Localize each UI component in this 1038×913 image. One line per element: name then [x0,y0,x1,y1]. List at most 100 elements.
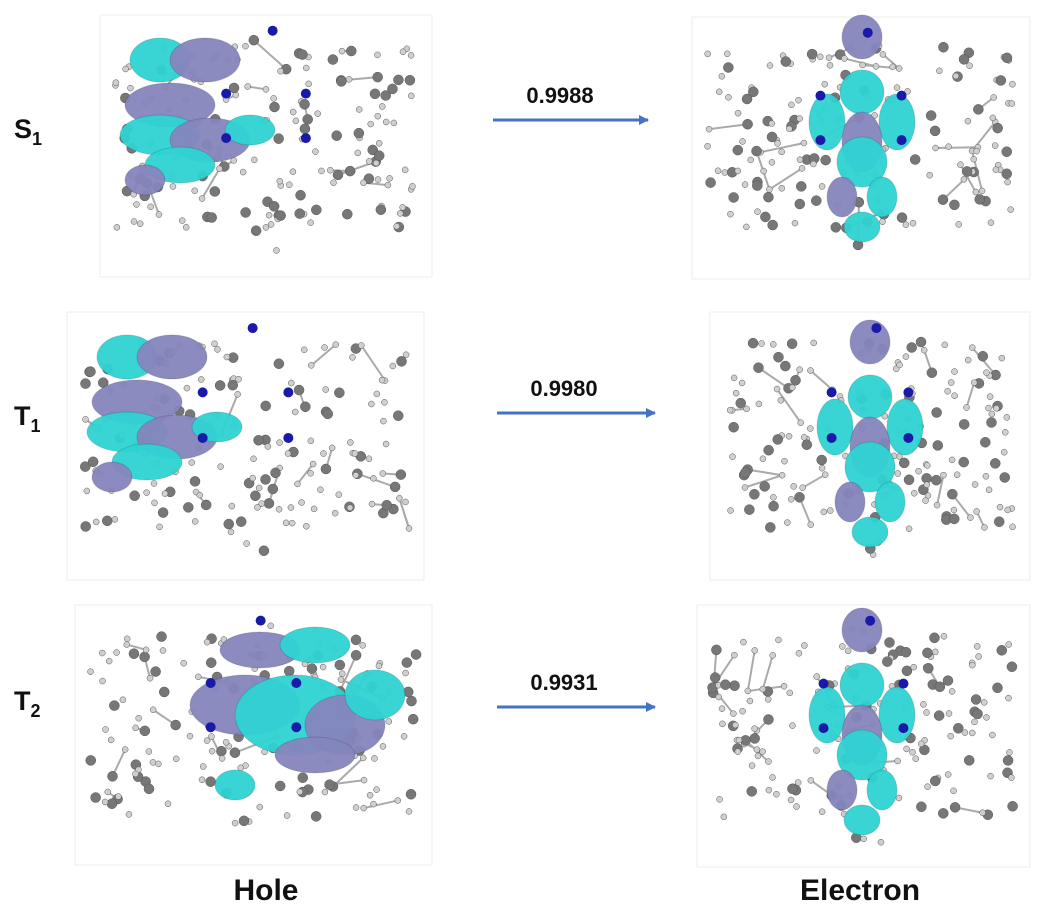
atom [339,671,345,677]
atom [130,491,140,501]
atom [380,418,386,424]
atom [904,475,914,485]
atom [819,809,825,815]
atom [765,696,771,702]
atom [975,194,985,204]
atom [271,468,281,478]
atom [144,490,150,496]
atom [989,411,995,417]
atom [791,375,801,385]
atom [290,169,296,175]
atom [370,89,380,99]
atom [113,80,119,86]
atom [744,406,750,412]
atom [215,380,225,390]
atom [278,68,284,74]
atom [375,177,381,183]
atom [298,773,308,783]
atom [156,212,162,218]
atom [271,95,277,101]
atom [210,186,220,196]
atom [361,777,367,783]
atom [735,168,741,174]
atom [710,673,720,683]
molecule-panel [75,605,432,865]
nitrogen-atom [897,135,907,145]
atom [254,435,264,445]
atom [747,698,753,704]
atom [980,810,986,816]
atom [795,199,805,209]
orbital-lobe [852,517,888,547]
atom [797,116,803,122]
atom [760,686,766,692]
atom [294,385,304,395]
atom [126,811,132,817]
atom [760,212,770,222]
atom [961,176,967,182]
atom [330,180,336,186]
atom [983,714,989,720]
atom [933,145,939,151]
atom [897,213,907,223]
atom [1005,695,1011,701]
orbital-lobe [170,38,240,82]
atom [308,470,314,476]
atom [742,484,748,490]
atom [972,481,978,487]
atom [144,784,154,794]
atom [769,774,775,780]
atom [375,113,381,119]
atom [795,780,801,786]
atom [949,200,959,210]
atom [360,180,366,186]
atom [956,221,962,227]
atom [731,652,737,658]
atom [129,649,139,659]
atom [411,650,421,660]
state-subscript: 2 [31,701,41,721]
atom [1002,53,1012,63]
atom [896,65,902,71]
atom [286,182,292,188]
atom [992,143,998,149]
atom [946,710,952,716]
atom [276,506,282,512]
atom [784,520,790,526]
atom [88,669,94,675]
nitrogen-atom [871,323,881,333]
atom [349,354,355,360]
state-subscript: 1 [31,416,41,436]
atom [811,340,817,346]
atom [941,633,947,639]
atom [813,748,819,754]
weight: 0.9988 [526,83,593,108]
atom [374,391,380,397]
atom [817,455,827,465]
atom [315,111,321,117]
atom [988,220,994,226]
orbital-lobe [842,608,882,652]
atom [788,102,794,108]
atom [880,219,886,225]
atom [407,696,417,706]
atom [740,708,746,714]
atom [797,367,803,373]
atom [981,699,987,705]
nitrogen-atom [268,26,278,36]
atom [765,522,775,532]
atom [212,341,218,347]
nitrogen-atom [903,433,913,443]
atom [300,402,310,412]
atom [204,639,210,645]
atom [1003,755,1013,765]
atom [727,407,733,413]
atom [991,94,997,100]
atom [729,422,739,432]
atom [148,204,154,210]
atom [988,773,994,779]
atom [239,816,249,826]
atom [740,138,746,144]
atom [355,150,361,156]
orbital-lobe [840,70,884,114]
